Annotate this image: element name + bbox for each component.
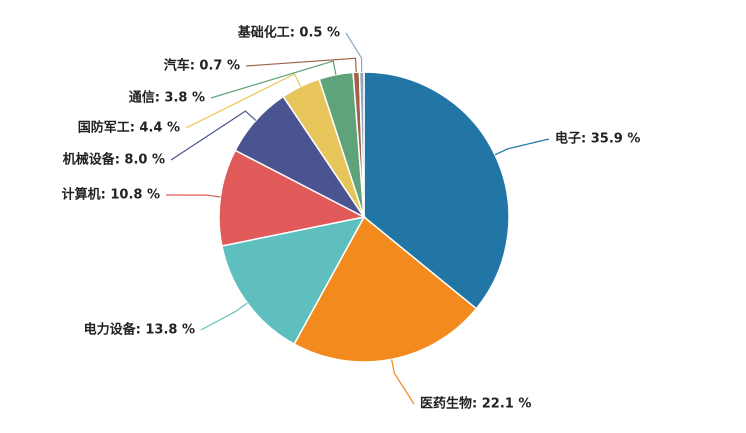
data-label: 机械设备: 8.0 % bbox=[63, 152, 165, 168]
data-label: 通信: 3.8 % bbox=[129, 90, 205, 106]
leader-line bbox=[165, 194, 221, 198]
leader-line bbox=[494, 138, 550, 156]
leader-line bbox=[200, 302, 248, 331]
leader-line bbox=[345, 32, 363, 73]
leader-line bbox=[210, 60, 337, 99]
data-label: 电子: 35.9 % bbox=[555, 131, 640, 147]
leader-line bbox=[170, 110, 257, 161]
leader-line bbox=[185, 73, 302, 129]
pie-slice bbox=[221, 215, 366, 346]
pie-slice bbox=[293, 215, 478, 363]
leader-line bbox=[391, 359, 415, 405]
data-label: 医药生物: 22.1 % bbox=[420, 396, 531, 412]
data-label: 计算机: 10.8 % bbox=[62, 187, 160, 203]
data-label: 基础化工: 0.5 % bbox=[237, 25, 340, 41]
data-label: 汽车: 0.7 % bbox=[164, 58, 240, 74]
data-label: 电力设备: 13.8 % bbox=[84, 322, 195, 338]
data-label: 国防军工: 4.4 % bbox=[78, 120, 180, 136]
pie-slice bbox=[363, 71, 510, 310]
leader-line bbox=[245, 57, 357, 73]
